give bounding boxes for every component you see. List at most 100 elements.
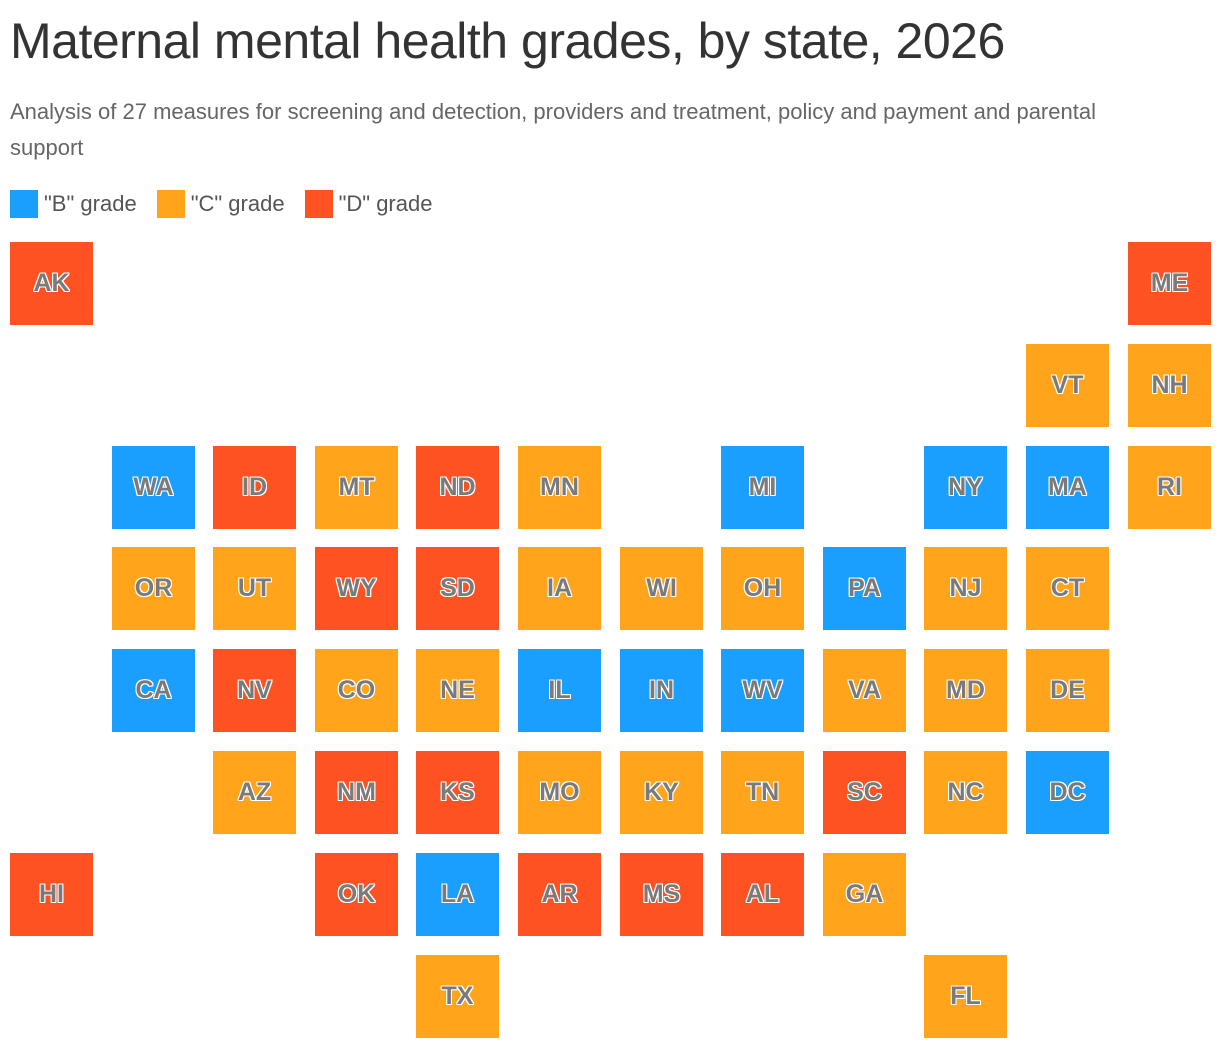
legend: "B" grade "C" grade "D" grade bbox=[10, 190, 452, 218]
state-tile-nj[interactable]: NJ bbox=[924, 547, 1007, 630]
legend-label: "B" grade bbox=[44, 191, 137, 216]
state-tile-ut[interactable]: UT bbox=[213, 547, 296, 630]
state-tile-ky[interactable]: KY bbox=[620, 751, 703, 834]
state-label: TN bbox=[745, 778, 780, 806]
state-tile-nv[interactable]: NV bbox=[213, 649, 296, 732]
state-label: MO bbox=[539, 778, 580, 806]
state-tile-wv[interactable]: WV bbox=[721, 649, 804, 732]
legend-label: "D" grade bbox=[338, 191, 433, 216]
state-label: NE bbox=[440, 676, 475, 704]
state-tile-ks[interactable]: KS bbox=[416, 751, 499, 834]
state-tile-ri[interactable]: RI bbox=[1128, 446, 1211, 529]
state-label: ME bbox=[1150, 269, 1189, 297]
state-label: MT bbox=[338, 473, 375, 501]
state-tile-nh[interactable]: NH bbox=[1128, 344, 1211, 427]
legend-item-d: "D" grade bbox=[304, 190, 433, 218]
legend-swatch bbox=[10, 190, 38, 218]
state-label: WY bbox=[336, 574, 377, 602]
state-label: WV bbox=[742, 676, 783, 704]
state-label: MS bbox=[642, 880, 681, 908]
state-tile-md[interactable]: MD bbox=[924, 649, 1007, 732]
state-label: MI bbox=[748, 473, 777, 501]
state-tile-vt[interactable]: VT bbox=[1026, 344, 1109, 427]
state-label: IN bbox=[649, 676, 674, 704]
state-tile-mn[interactable]: MN bbox=[518, 446, 601, 529]
state-tile-ga[interactable]: GA bbox=[823, 853, 906, 936]
state-tile-oh[interactable]: OH bbox=[721, 547, 804, 630]
state-tile-mt[interactable]: MT bbox=[315, 446, 398, 529]
state-tile-fl[interactable]: FL bbox=[924, 955, 1007, 1038]
state-label: NC bbox=[947, 778, 984, 806]
state-tile-ma[interactable]: MA bbox=[1026, 446, 1109, 529]
state-tile-sc[interactable]: SC bbox=[823, 751, 906, 834]
state-label: MD bbox=[946, 676, 985, 704]
state-tile-or[interactable]: OR bbox=[112, 547, 195, 630]
state-tile-nd[interactable]: ND bbox=[416, 446, 499, 529]
state-label: MN bbox=[540, 473, 579, 501]
state-tile-ar[interactable]: AR bbox=[518, 853, 601, 936]
state-label: IA bbox=[547, 574, 572, 602]
legend-swatch bbox=[304, 190, 333, 218]
state-tile-nc[interactable]: NC bbox=[924, 751, 1007, 834]
state-tile-hi[interactable]: HI bbox=[10, 853, 93, 936]
legend-swatch bbox=[156, 190, 185, 218]
state-tile-wy[interactable]: WY bbox=[315, 547, 398, 630]
state-label: WA bbox=[133, 473, 174, 501]
state-tile-ok[interactable]: OK bbox=[315, 853, 398, 936]
state-label: SC bbox=[847, 778, 882, 806]
state-label: NY bbox=[948, 473, 983, 501]
state-label: ND bbox=[439, 473, 476, 501]
state-tile-de[interactable]: DE bbox=[1026, 649, 1109, 732]
state-tile-tx[interactable]: TX bbox=[416, 955, 499, 1038]
state-tile-sd[interactable]: SD bbox=[416, 547, 499, 630]
state-tile-me[interactable]: ME bbox=[1128, 242, 1211, 325]
state-tile-id[interactable]: ID bbox=[213, 446, 296, 529]
state-tile-mo[interactable]: MO bbox=[518, 751, 601, 834]
state-tile-pa[interactable]: PA bbox=[823, 547, 906, 630]
state-tile-ne[interactable]: NE bbox=[416, 649, 499, 732]
state-tile-ia[interactable]: IA bbox=[518, 547, 601, 630]
state-tile-ms[interactable]: MS bbox=[620, 853, 703, 936]
state-tile-ca[interactable]: CA bbox=[112, 649, 195, 732]
legend-item-b: "B" grade bbox=[10, 190, 137, 218]
state-label: LA bbox=[440, 880, 475, 908]
state-tile-nm[interactable]: NM bbox=[315, 751, 398, 834]
state-tile-wi[interactable]: WI bbox=[620, 547, 703, 630]
state-tile-co[interactable]: CO bbox=[315, 649, 398, 732]
state-label: KY bbox=[644, 778, 679, 806]
chart-title: Maternal mental health grades, by state,… bbox=[10, 13, 1005, 69]
state-tile-il[interactable]: IL bbox=[518, 649, 601, 732]
state-label: OK bbox=[337, 880, 376, 908]
state-label: TX bbox=[441, 982, 474, 1010]
state-label: HI bbox=[39, 880, 64, 908]
state-label: DE bbox=[1050, 676, 1085, 704]
state-tile-dc[interactable]: DC bbox=[1026, 751, 1109, 834]
state-tile-in[interactable]: IN bbox=[620, 649, 703, 732]
state-label: NJ bbox=[949, 574, 982, 602]
state-label: OH bbox=[743, 574, 782, 602]
state-label: AL bbox=[745, 880, 780, 908]
state-label: VT bbox=[1051, 371, 1084, 399]
state-label: CT bbox=[1050, 574, 1085, 602]
state-label: NH bbox=[1151, 371, 1188, 399]
state-label: OR bbox=[134, 574, 173, 602]
state-label: NM bbox=[337, 778, 376, 806]
state-label: AK bbox=[33, 269, 70, 297]
state-tile-ak[interactable]: AK bbox=[10, 242, 93, 325]
state-label: FL bbox=[950, 982, 981, 1010]
state-tile-ct[interactable]: CT bbox=[1026, 547, 1109, 630]
state-tile-wa[interactable]: WA bbox=[112, 446, 195, 529]
state-tile-tn[interactable]: TN bbox=[721, 751, 804, 834]
state-tile-va[interactable]: VA bbox=[823, 649, 906, 732]
state-tile-az[interactable]: AZ bbox=[213, 751, 296, 834]
state-label: GA bbox=[845, 880, 884, 908]
state-label: SD bbox=[440, 574, 475, 602]
state-tile-ny[interactable]: NY bbox=[924, 446, 1007, 529]
state-tile-la[interactable]: LA bbox=[416, 853, 499, 936]
state-tile-mi[interactable]: MI bbox=[721, 446, 804, 529]
state-label: MA bbox=[1048, 473, 1087, 501]
state-label: AZ bbox=[237, 778, 272, 806]
state-tile-al[interactable]: AL bbox=[721, 853, 804, 936]
state-label: AR bbox=[541, 880, 578, 908]
